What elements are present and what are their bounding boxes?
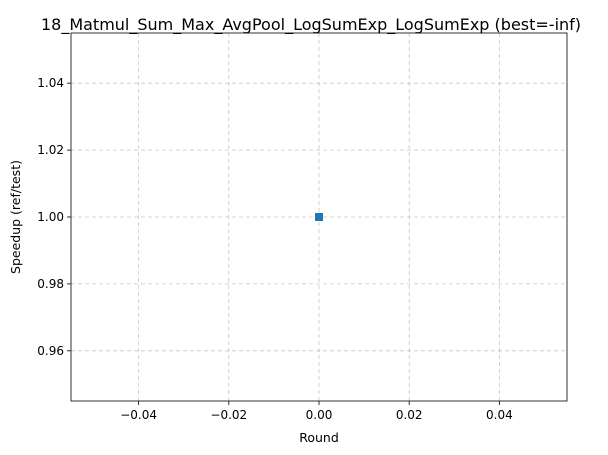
series-layer [315,213,323,221]
data-point [315,213,323,221]
chart-title: 18_Matmul_Sum_Max_AvgPool_LogSumExp_LogS… [41,15,581,35]
x-axis: −0.04 −0.02 0.00 0.02 0.04 [120,401,513,422]
y-tick-label: 1.00 [37,210,64,224]
y-tick-label: 0.96 [37,344,64,358]
x-tick-label: 0.00 [306,408,333,422]
x-tick-label: −0.02 [210,408,247,422]
y-tick-label: 0.98 [37,277,64,291]
y-tick-label: 1.02 [37,143,64,157]
x-tick-label: −0.04 [120,408,157,422]
x-tick-label: 0.04 [486,408,513,422]
y-tick-label: 1.04 [37,76,64,90]
y-axis: 0.96 0.98 1.00 1.02 1.04 [37,76,71,358]
y-axis-label: Speedup (ref/test) [8,160,23,274]
x-tick-label: 0.02 [396,408,423,422]
x-axis-label: Round [299,430,339,445]
